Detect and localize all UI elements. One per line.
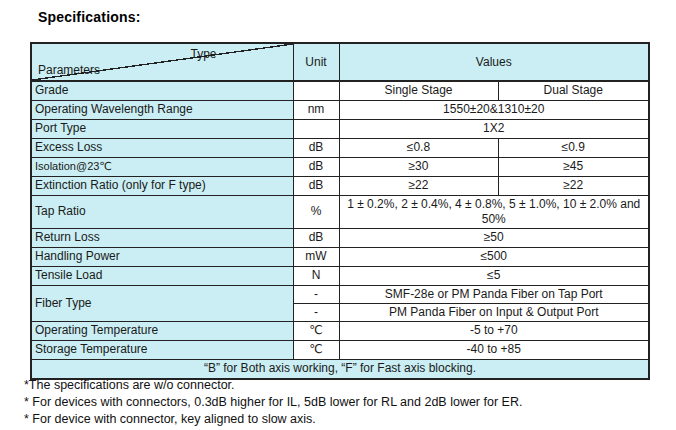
unit-cell bbox=[293, 81, 339, 100]
page-title: Specifications: bbox=[38, 9, 141, 25]
value-cell-single: ≤0.8 bbox=[339, 138, 498, 157]
param-cell: Tap Ratio bbox=[31, 195, 293, 228]
value-cell: -40 to +85 bbox=[339, 340, 649, 359]
table-row-wavelength: Operating Wavelength Range nm 1550±20&13… bbox=[31, 100, 649, 119]
value-cell-dual: ≤0.9 bbox=[498, 138, 649, 157]
unit-cell: dB bbox=[293, 138, 339, 157]
param-cell: Fiber Type bbox=[31, 285, 293, 321]
table-row-return-loss: Return Loss dB ≥50 bbox=[31, 228, 649, 247]
param-cell: Grade bbox=[31, 81, 293, 100]
column-header-values: Values bbox=[339, 43, 649, 81]
table-header-row: Type Parameters Unit Values bbox=[31, 43, 649, 81]
value-cell: ≥50 bbox=[339, 228, 649, 247]
unit-cell: dB bbox=[293, 157, 339, 176]
param-cell: Return Loss bbox=[31, 228, 293, 247]
param-cell: Handling Power bbox=[31, 247, 293, 266]
value-cell: SMF-28e or PM Panda Fiber on Tap Port bbox=[339, 285, 649, 303]
value-cell-single: Single Stage bbox=[339, 81, 498, 100]
column-header-unit: Unit bbox=[293, 43, 339, 81]
param-cell: Extinction Ratio (only for F type) bbox=[31, 176, 293, 195]
param-cell: Tensile Load bbox=[31, 266, 293, 285]
unit-cell: - bbox=[293, 285, 339, 303]
value-cell: ≤500 bbox=[339, 247, 649, 266]
table-row-excess-loss: Excess Loss dB ≤0.8 ≤0.9 bbox=[31, 138, 649, 157]
param-cell: Storage Temperature bbox=[31, 340, 293, 359]
table-row-tensile-load: Tensile Load N ≤5 bbox=[31, 266, 649, 285]
table-row-handling-power: Handling Power mW ≤500 bbox=[31, 247, 649, 266]
unit-cell: mW bbox=[293, 247, 339, 266]
unit-cell: ℃ bbox=[293, 321, 339, 340]
value-cell: ≤5 bbox=[339, 266, 649, 285]
footnote-1: *The specifications are w/o connector. bbox=[24, 377, 522, 394]
unit-cell: dB bbox=[293, 176, 339, 195]
parameters-type-corner-cell: Type Parameters bbox=[31, 43, 293, 81]
value-cell-dual: ≥45 bbox=[498, 157, 649, 176]
table-row-tap-ratio: Tap Ratio % 1 ± 0.2%, 2 ± 0.4%, 4 ± 0.8%… bbox=[31, 195, 649, 228]
table-row-storage-temperature: Storage Temperature ℃ -40 to +85 bbox=[31, 340, 649, 359]
footnotes: *The specifications are w/o connector. *… bbox=[24, 377, 522, 428]
table-row-port-type: Port Type 1X2 bbox=[31, 119, 649, 138]
table-row-extinction-ratio: Extinction Ratio (only for F type) dB ≥2… bbox=[31, 176, 649, 195]
value-cell: -5 to +70 bbox=[339, 321, 649, 340]
value-cell-dual: Dual Stage bbox=[498, 81, 649, 100]
value-cell-dual: ≥22 bbox=[498, 176, 649, 195]
table-footer-row: “B” for Both axis working, “F” for Fast … bbox=[31, 359, 649, 379]
param-cell: Port Type bbox=[31, 119, 293, 138]
param-cell: Excess Loss bbox=[31, 138, 293, 157]
value-cell: PM Panda Fiber on Input & Output Port bbox=[339, 303, 649, 321]
corner-label-parameters: Parameters bbox=[38, 63, 100, 78]
unit-cell: N bbox=[293, 266, 339, 285]
unit-cell: % bbox=[293, 195, 339, 228]
unit-cell: dB bbox=[293, 228, 339, 247]
table-row-grade: Grade Single Stage Dual Stage bbox=[31, 81, 649, 100]
value-cell: 1550±20&1310±20 bbox=[339, 100, 649, 119]
param-cell: Operating Temperature bbox=[31, 321, 293, 340]
value-cell-single: ≥22 bbox=[339, 176, 498, 195]
footnote-2: * For devices with connectors, 0.3dB hig… bbox=[24, 394, 522, 411]
unit-cell: nm bbox=[293, 100, 339, 119]
corner-label-type: Type bbox=[190, 47, 216, 62]
value-cell: 1X2 bbox=[339, 119, 649, 138]
param-cell: Operating Wavelength Range bbox=[31, 100, 293, 119]
value-cell: 1 ± 0.2%, 2 ± 0.4%, 4 ± 0.8%, 5 ± 1.0%, … bbox=[339, 195, 649, 228]
footer-note-cell: “B” for Both axis working, “F” for Fast … bbox=[31, 359, 649, 379]
param-cell: Isolation@23℃ bbox=[31, 157, 293, 176]
table-row-isolation: Isolation@23℃ dB ≥30 ≥45 bbox=[31, 157, 649, 176]
table-row-fiber-type-1: Fiber Type - SMF-28e or PM Panda Fiber o… bbox=[31, 285, 649, 303]
unit-cell: ℃ bbox=[293, 340, 339, 359]
table-row-operating-temperature: Operating Temperature ℃ -5 to +70 bbox=[31, 321, 649, 340]
value-cell-single: ≥30 bbox=[339, 157, 498, 176]
footnote-3: * For device with connector, key aligned… bbox=[24, 411, 522, 428]
unit-cell bbox=[293, 119, 339, 138]
specifications-table: Type Parameters Unit Values Grade Single… bbox=[30, 42, 650, 380]
unit-cell: - bbox=[293, 303, 339, 321]
